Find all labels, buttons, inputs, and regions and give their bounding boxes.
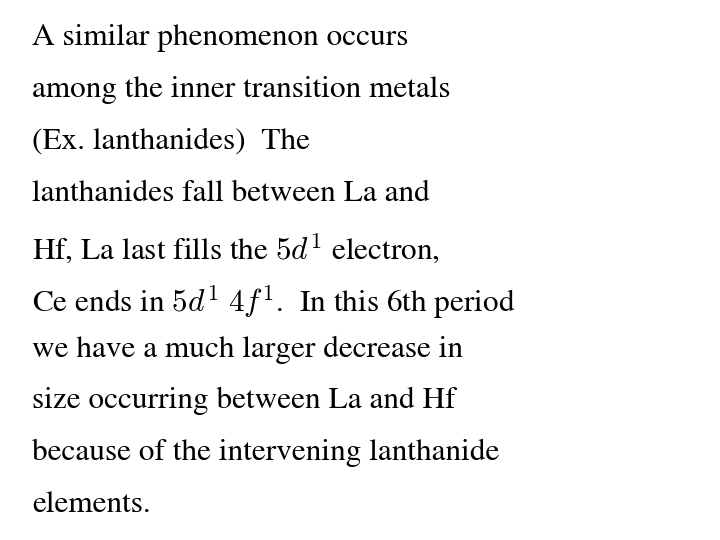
Text: (Ex. lanthanides)  The: (Ex. lanthanides) The — [32, 128, 310, 156]
Text: Ce ends in $5d^{1}$ $4f^{1}$.  In this 6th period: Ce ends in $5d^{1}$ $4f^{1}$. In this 6t… — [32, 284, 516, 322]
Text: lanthanides fall between La and: lanthanides fall between La and — [32, 180, 430, 207]
Text: because of the intervening lanthanide: because of the intervening lanthanide — [32, 439, 500, 467]
Text: among the inner transition metals: among the inner transition metals — [32, 76, 451, 104]
Text: size occurring between La and Hf: size occurring between La and Hf — [32, 387, 456, 415]
Text: A similar phenomenon occurs: A similar phenomenon occurs — [32, 24, 409, 52]
Text: elements.: elements. — [32, 491, 151, 518]
Text: we have a much larger decrease in: we have a much larger decrease in — [32, 335, 464, 363]
Text: Hf, La last fills the $5d^{1}$ electron,: Hf, La last fills the $5d^{1}$ electron, — [32, 232, 441, 266]
